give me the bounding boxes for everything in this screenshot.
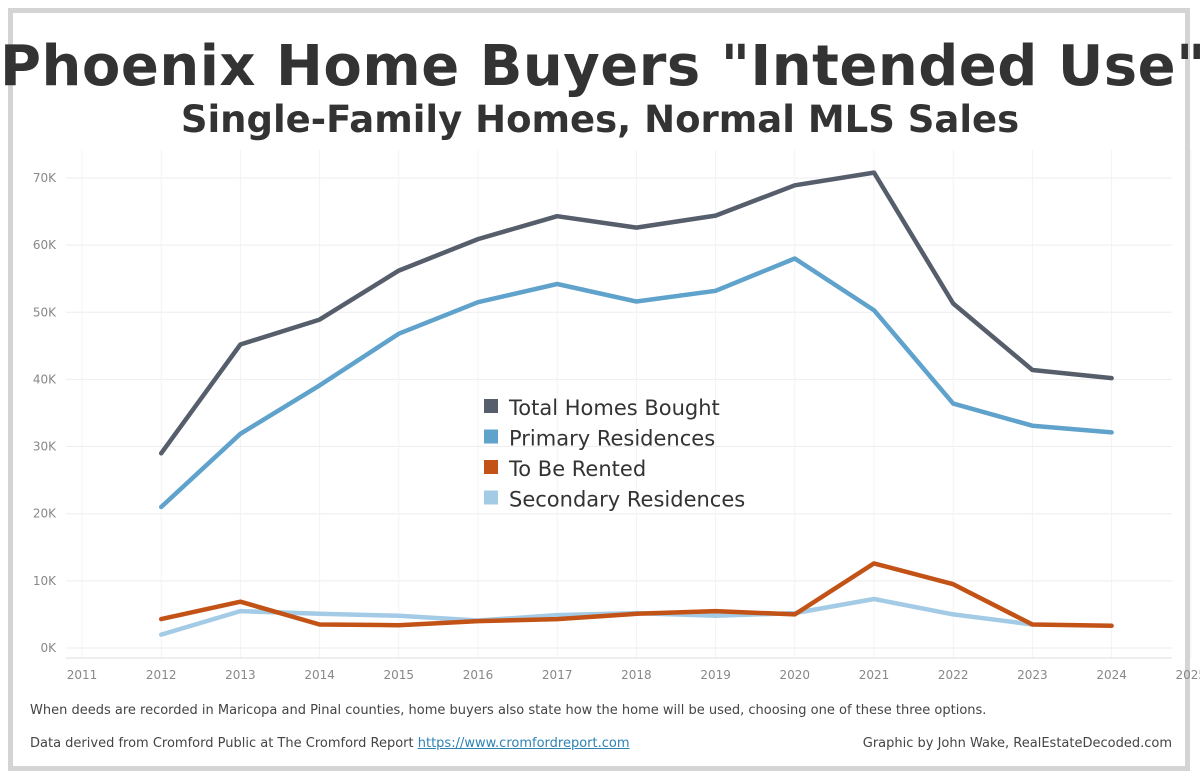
series-line-primary-residences (158, 256, 1114, 510)
y-tick-label: 10K (33, 574, 57, 588)
x-tick-label: 2024 (1096, 668, 1127, 682)
series-line-total-homes-bought (158, 170, 1114, 456)
series-line-to-be-rented (158, 561, 1114, 629)
credit: Graphic by John Wake, RealEstateDecoded.… (862, 736, 1172, 751)
x-tick-label: 2019 (700, 668, 731, 682)
x-tick-label: 2012 (146, 668, 177, 682)
x-tick-label: 2020 (780, 668, 811, 682)
y-tick-label: 40K (33, 372, 57, 386)
legend-swatch (484, 490, 498, 505)
x-tick-label: 2014 (304, 668, 335, 682)
source-line: Data derived from Cromford Public at The… (30, 736, 630, 751)
series-line-secondary-residences (158, 596, 1035, 637)
x-tick-label: 2016 (463, 668, 494, 682)
x-tick-label: 2023 (1017, 668, 1048, 682)
x-tick-label: 2017 (542, 668, 573, 682)
legend-swatch (484, 399, 498, 413)
x-tick-label: 2015 (384, 668, 415, 682)
y-tick-label: 0K (40, 641, 57, 655)
x-tick-label: 2011 (67, 668, 98, 682)
y-tick-label: 70K (33, 171, 57, 185)
x-tick-label: 2013 (225, 668, 256, 682)
y-tick-label: 30K (33, 440, 57, 454)
x-tick-label: 2022 (938, 668, 969, 682)
y-tick-label: 50K (33, 305, 57, 319)
chart-title: Phoenix Home Buyers "Intended Use" (0, 34, 1200, 99)
x-tick-label: 2018 (621, 668, 652, 682)
legend-label: Total Homes Bought (508, 396, 720, 420)
x-tick-label: 2021 (859, 668, 890, 682)
legend-swatch (484, 429, 498, 444)
legend-label: To Be Rented (508, 457, 646, 481)
y-tick-label: 20K (33, 507, 57, 521)
x-tick-label: 2025 (1176, 668, 1200, 682)
footnote: When deeds are recorded in Maricopa and … (30, 703, 987, 718)
y-tick-label: 60K (33, 238, 57, 252)
legend-label: Secondary Residences (509, 488, 745, 512)
source-text: Data derived from Cromford Public at The… (30, 736, 418, 751)
legend-swatch (484, 460, 498, 474)
source-link[interactable]: https://www.cromfordreport.com (417, 736, 630, 751)
legend-label: Primary Residences (509, 427, 715, 451)
chart-subtitle: Single-Family Homes, Normal MLS Sales (180, 98, 1020, 141)
